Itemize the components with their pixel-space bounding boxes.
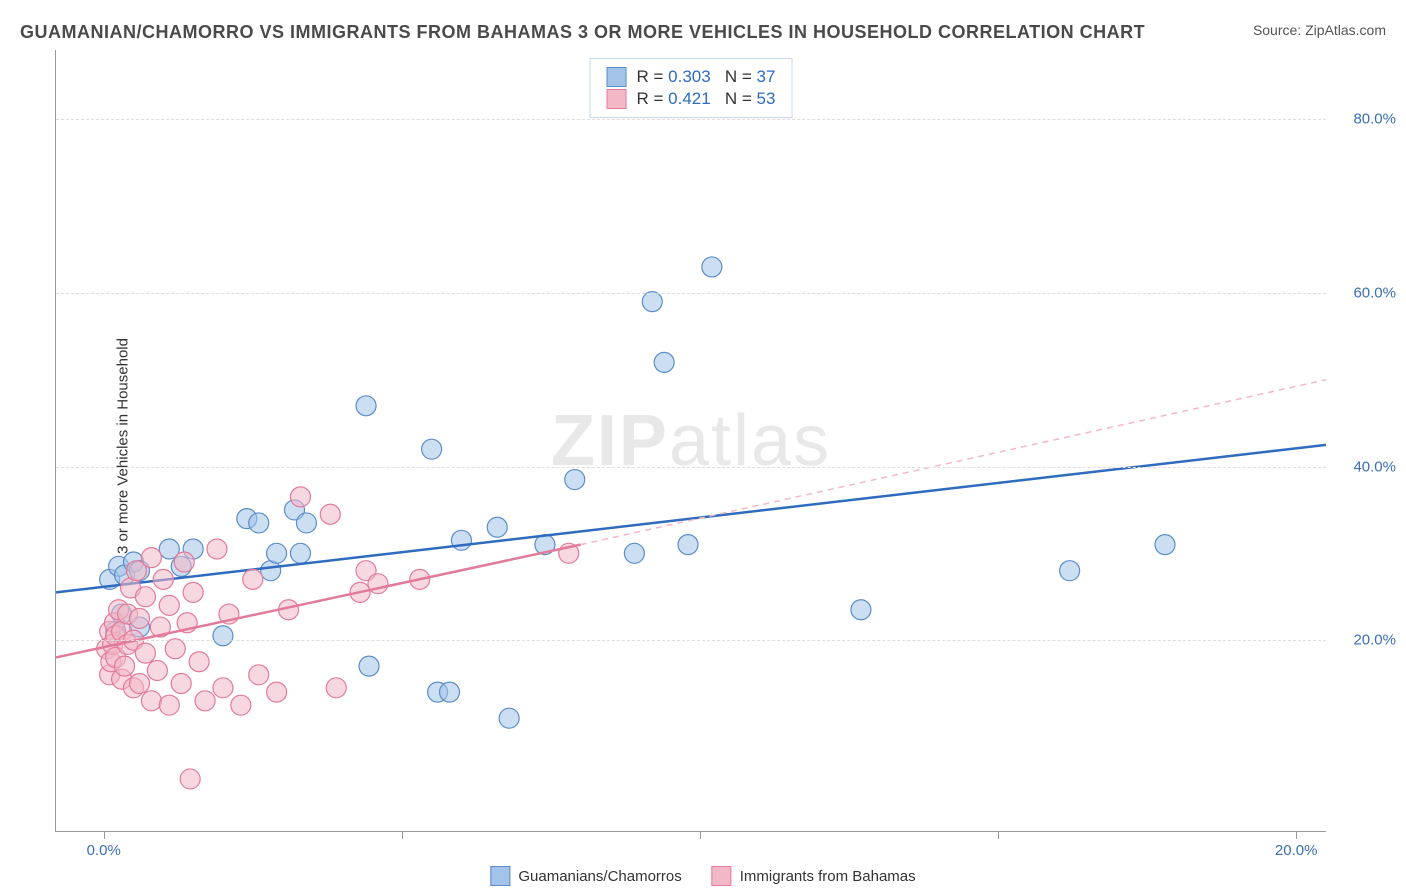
scatter-point [183,582,203,602]
scatter-point [141,548,161,568]
trend-line-dashed [581,380,1326,545]
scatter-point [174,552,194,572]
scatter-point [231,695,251,715]
scatter-point [320,504,340,524]
stats-text: R = 0.421 N = 53 [637,89,776,109]
scatter-point [165,639,185,659]
scatter-point [499,708,519,728]
scatter-point [195,691,215,711]
scatter-point [213,626,233,646]
scatter-point [422,439,442,459]
y-tick-label: 80.0% [1353,111,1396,128]
legend-item: Guamanians/Chamorros [490,866,681,886]
scatter-point [487,517,507,537]
stats-row: R = 0.303 N = 37 [607,67,776,87]
scatter-point [159,595,179,615]
scatter-point [207,539,227,559]
x-tick [700,831,701,839]
x-tick [104,831,105,839]
legend-label: Immigrants from Bahamas [740,868,916,885]
series-swatch [607,67,627,87]
source-attribution: Source: ZipAtlas.com [1253,22,1386,38]
scatter-point [129,673,149,693]
scatter-point [851,600,871,620]
scatter-point [440,682,460,702]
scatter-point [171,673,191,693]
scatter-point [267,682,287,702]
scatter-point [249,513,269,533]
x-tick [998,831,999,839]
scatter-point [1155,535,1175,555]
y-tick-label: 20.0% [1353,632,1396,649]
source-name: ZipAtlas.com [1305,22,1386,38]
scatter-point [213,678,233,698]
scatter-point [153,569,173,589]
scatter-point [189,652,209,672]
x-tick-label: 0.0% [87,842,121,859]
scatter-point [159,695,179,715]
legend-bottom: Guamanians/Chamorros Immigrants from Baha… [490,866,915,886]
scatter-point [135,643,155,663]
x-tick [1296,831,1297,839]
legend-item: Immigrants from Bahamas [712,866,916,886]
grid-line [56,640,1326,641]
scatter-point [243,569,263,589]
scatter-point [1060,561,1080,581]
scatter-point [147,660,167,680]
legend-swatch [490,866,510,886]
scatter-point [180,769,200,789]
chart-title: GUAMANIAN/CHAMORRO VS IMMIGRANTS FROM BA… [20,22,1145,43]
scatter-point [115,656,135,676]
scatter-point [624,543,644,563]
scatter-point [267,543,287,563]
plot-area: ZIPatlas R = 0.303 N = 37R = 0.421 N = 5… [55,50,1326,832]
scatter-point [249,665,269,685]
grid-line [56,467,1326,468]
x-tick [402,831,403,839]
source-prefix: Source: [1253,22,1305,38]
legend-swatch [712,866,732,886]
legend-label: Guamanians/Chamorros [518,868,681,885]
scatter-point [678,535,698,555]
scatter-point [141,691,161,711]
scatter-point [359,656,379,676]
scatter-point [356,396,376,416]
scatter-point [290,487,310,507]
scatter-point [290,543,310,563]
grid-line [56,293,1326,294]
scatter-point [642,292,662,312]
scatter-point [129,608,149,628]
grid-line [56,119,1326,120]
scatter-point [326,678,346,698]
stats-row: R = 0.421 N = 53 [607,89,776,109]
y-tick-label: 40.0% [1353,458,1396,475]
stats-text: R = 0.303 N = 37 [637,67,776,87]
chart-svg [56,50,1326,831]
x-tick-label: 20.0% [1275,842,1318,859]
series-swatch [607,89,627,109]
scatter-point [135,587,155,607]
scatter-point [296,513,316,533]
scatter-point [654,352,674,372]
stats-box: R = 0.303 N = 37R = 0.421 N = 53 [590,58,793,118]
scatter-point [565,470,585,490]
scatter-point [702,257,722,277]
y-tick-label: 60.0% [1353,284,1396,301]
